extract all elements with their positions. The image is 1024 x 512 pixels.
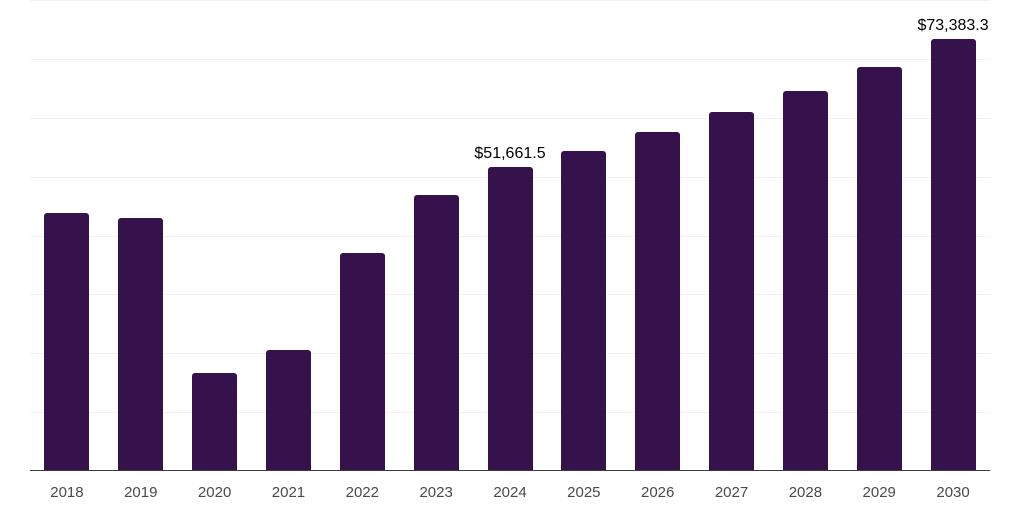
x-tick-label-2024: 2024 bbox=[493, 484, 527, 501]
plot-area: $51,661.5 $73,383.3 bbox=[30, 0, 990, 471]
x-tick-label-2022: 2022 bbox=[345, 484, 379, 501]
x-tick-label-2023: 2023 bbox=[419, 484, 453, 501]
bar-2029 bbox=[856, 66, 902, 471]
x-tick-label-2020: 2020 bbox=[197, 484, 232, 501]
bar-2021 bbox=[265, 350, 311, 471]
x-axis-line bbox=[30, 469, 990, 471]
x-tick-label-2029: 2029 bbox=[862, 484, 896, 501]
data-label-2030: $73,383.3 bbox=[917, 16, 989, 34]
gridline bbox=[30, 58, 990, 60]
bar-2018 bbox=[44, 212, 90, 471]
x-tick-label-2027: 2027 bbox=[714, 484, 749, 501]
x-tick-label-2019: 2019 bbox=[124, 484, 158, 501]
x-tick-label-2025: 2025 bbox=[567, 484, 601, 501]
bar-2019 bbox=[118, 217, 164, 471]
x-tick-label-2026: 2026 bbox=[641, 484, 675, 501]
x-tick-label-2028: 2028 bbox=[788, 484, 823, 501]
bar-2024 bbox=[487, 166, 533, 471]
x-tick-label-2030: 2030 bbox=[936, 484, 970, 501]
bar-2022 bbox=[339, 253, 385, 471]
x-tick-label-2021: 2021 bbox=[271, 484, 306, 501]
gridline bbox=[30, 0, 990, 1]
bar-2023 bbox=[413, 195, 459, 471]
bar-2027 bbox=[709, 112, 755, 471]
bar-2020 bbox=[192, 373, 238, 471]
bar-2026 bbox=[635, 131, 681, 471]
bar-2025 bbox=[561, 150, 607, 471]
bar-2028 bbox=[782, 90, 828, 471]
gridline bbox=[30, 117, 990, 119]
data-label-2024: $51,661.5 bbox=[474, 144, 546, 162]
bar-2030 bbox=[930, 38, 976, 471]
x-tick-label-2018: 2018 bbox=[50, 484, 84, 501]
